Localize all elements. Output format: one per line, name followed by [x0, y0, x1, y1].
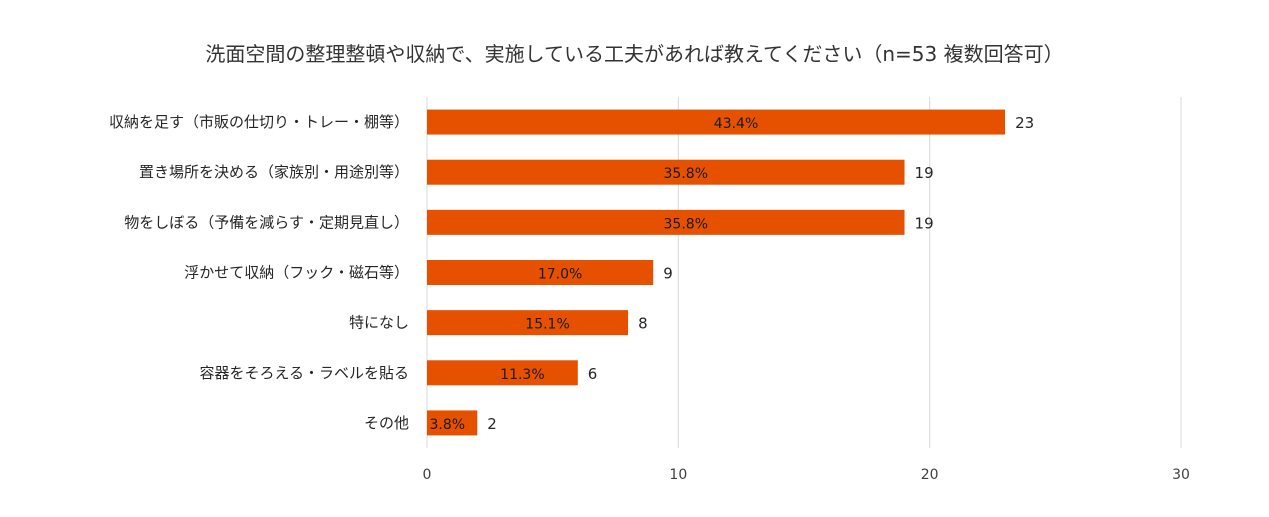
bar	[427, 209, 905, 235]
bar	[427, 260, 654, 285]
category-label: 置き場所を決める（家族別・用途別等）	[139, 163, 409, 181]
percent-label: 35.8%	[664, 216, 708, 232]
percent-label: 15.1%	[525, 317, 569, 333]
percent-label: 11.3%	[500, 367, 544, 383]
category-label: 浮かせて収納（フック・磁石等）	[184, 264, 409, 282]
x-tick-label: 10	[669, 467, 687, 483]
percent-label: 3.8%	[429, 417, 465, 433]
category-label: 収納を足す（市販の仕切り・トレー・棚等）	[109, 113, 409, 131]
value-label: 19	[915, 164, 934, 182]
x-tick-label: 20	[921, 467, 939, 483]
percent-label: 35.8%	[664, 166, 708, 182]
category-label: 容器をそろえる・ラベルを貼る	[199, 364, 409, 382]
percent-label: 17.0%	[538, 267, 582, 283]
category-label: 物をしぼる（予備を減らす・定期見直し）	[124, 213, 409, 231]
bar	[427, 410, 478, 436]
bar	[427, 109, 1006, 135]
bar	[427, 159, 905, 185]
bar	[427, 310, 629, 336]
x-tick-label: 0	[423, 467, 432, 483]
value-label: 9	[663, 265, 673, 283]
labels: 0 10 20 30 収納を足す（市販の仕切り・トレー・棚等） 43.4% 23 置き場所を決…	[109, 113, 1190, 483]
bars	[427, 109, 1006, 436]
category-label: 特になし	[349, 314, 409, 332]
value-label: 8	[638, 315, 648, 333]
value-label: 6	[588, 365, 598, 383]
category-label: その他	[364, 414, 409, 432]
percent-label: 43.4%	[714, 116, 758, 132]
value-label: 23	[1015, 114, 1034, 132]
bar	[427, 360, 578, 386]
x-tick-label: 30	[1172, 467, 1190, 483]
gridlines	[426, 97, 1182, 448]
chart-title: 洗面空間の整理整頓や収納で、実施している工夫があれば教えてください（n=53 複…	[205, 42, 1064, 66]
value-label: 2	[487, 415, 497, 433]
value-label: 19	[915, 214, 934, 232]
